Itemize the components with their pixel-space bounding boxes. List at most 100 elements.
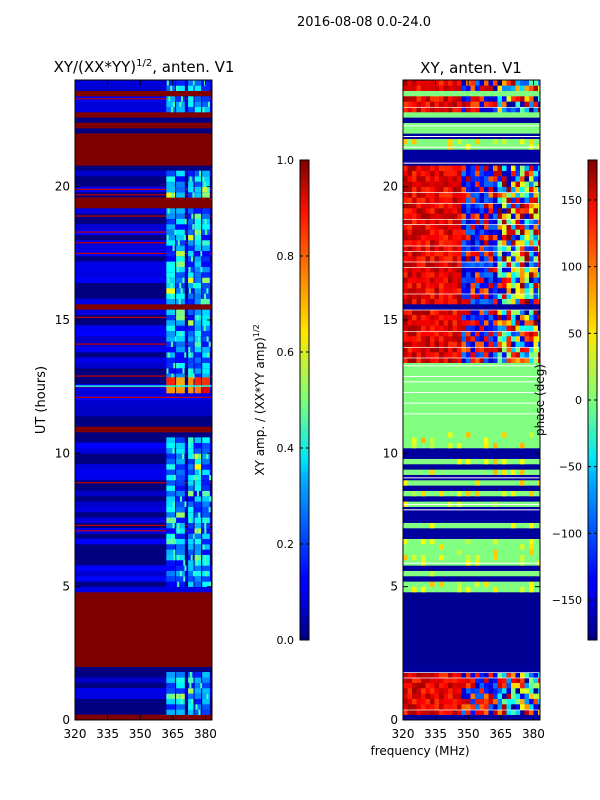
heatmap-cell	[461, 261, 467, 267]
heatmap-cell	[403, 234, 408, 241]
heatmap-cell	[425, 320, 431, 326]
heatmap-cell	[493, 229, 498, 235]
heatmap-cell	[488, 250, 494, 257]
heatmap-cell	[407, 106, 413, 113]
heatmap-cell	[475, 346, 480, 353]
heatmap-cell	[194, 288, 202, 294]
heatmap-cell	[452, 672, 458, 678]
heatmap-cell	[475, 80, 480, 86]
heatmap-cell	[421, 693, 426, 699]
heatmap-cell	[497, 186, 503, 193]
heatmap-cell	[403, 392, 540, 393]
heatmap-cell	[479, 213, 485, 219]
heatmap-cell	[75, 325, 212, 331]
heatmap-cell	[194, 385, 202, 394]
heatmap-cell	[176, 565, 185, 571]
heatmap-cell	[75, 343, 212, 345]
heatmap-cell	[425, 106, 431, 113]
heatmap-cell	[194, 80, 202, 86]
heatmap-cell	[524, 330, 530, 337]
heatmap-cell	[407, 101, 413, 107]
heatmap-cell	[520, 208, 525, 214]
heatmap-cell	[493, 709, 498, 715]
heatmap-cell	[425, 202, 431, 209]
heatmap-cell	[430, 682, 435, 689]
heatmap-cell	[488, 314, 494, 321]
heatmap-cell	[407, 309, 413, 315]
heatmap-cell	[470, 672, 476, 678]
heatmap-cell	[166, 458, 176, 465]
heatmap-cell	[443, 672, 449, 678]
heatmap-cell	[448, 224, 453, 230]
heatmap-cell	[434, 352, 440, 358]
heatmap-cell	[425, 80, 431, 86]
heatmap-cell	[520, 314, 525, 321]
heatmap-cell	[75, 506, 212, 513]
heatmap-cell	[448, 197, 453, 203]
heatmap-cell	[520, 165, 525, 171]
heatmap-cell	[188, 357, 194, 363]
heatmap-cell	[412, 682, 417, 689]
heatmap-cell	[493, 672, 498, 678]
heatmap-cell	[524, 176, 530, 182]
heatmap-cell	[470, 101, 476, 107]
heatmap-cell	[529, 245, 534, 251]
heatmap-cell	[466, 85, 471, 91]
heatmap-cell	[174, 229, 177, 235]
heatmap-cell	[403, 402, 540, 404]
heatmap-cell	[204, 554, 207, 561]
heatmap-cell	[194, 309, 202, 315]
heatmap-cell	[188, 85, 194, 91]
heatmap-cell	[166, 277, 176, 283]
heatmap-cell	[403, 245, 540, 247]
heatmap-cell	[520, 224, 525, 230]
heatmap-cell	[520, 554, 525, 561]
heatmap-cell	[208, 101, 211, 107]
heatmap-cell	[75, 245, 212, 251]
heatmap-cell	[470, 192, 476, 198]
heatmap-cell	[493, 256, 498, 262]
heatmap-cell	[457, 325, 462, 331]
heatmap-cell	[434, 181, 440, 187]
heatmap-cell	[511, 682, 516, 689]
heatmap-cell	[439, 554, 444, 561]
heatmap-cell	[493, 325, 498, 331]
heatmap-cell	[434, 314, 440, 321]
heatmap-cell	[416, 85, 422, 91]
heatmap-cell	[497, 181, 503, 187]
heatmap-cell	[488, 181, 494, 187]
heatmap-cell	[166, 565, 176, 571]
heatmap-cell	[203, 325, 206, 331]
colorbar-tick-label: 150	[561, 194, 582, 207]
heatmap-cell	[416, 272, 422, 278]
heatmap-cell	[538, 229, 540, 235]
heatmap-cell	[173, 554, 176, 561]
heatmap-cell	[443, 256, 449, 262]
heatmap-cell	[466, 298, 471, 305]
heatmap-cell	[484, 298, 489, 305]
heatmap-cell	[421, 266, 426, 273]
heatmap-cell	[439, 325, 444, 331]
heatmap-cell	[443, 309, 449, 315]
heatmap-cell	[506, 106, 512, 113]
heatmap-cell	[430, 693, 435, 699]
heatmap-cell	[493, 586, 498, 593]
heatmap-cell	[524, 277, 530, 283]
heatmap-cell	[439, 288, 444, 294]
heatmap-cell	[533, 357, 539, 363]
heatmap-cell	[425, 693, 431, 699]
heatmap-cell	[192, 224, 195, 230]
heatmap-cell	[533, 298, 539, 305]
heatmap-cell	[403, 96, 408, 102]
heatmap-cell	[403, 202, 540, 204]
heatmap-cell	[407, 181, 413, 187]
heatmap-cell	[407, 234, 413, 241]
heatmap-cell	[466, 432, 471, 438]
heatmap-cell	[461, 96, 467, 102]
heatmap-cell	[538, 704, 540, 710]
heatmap-cell	[166, 288, 176, 294]
heatmap-cell	[475, 709, 480, 715]
heatmap-cell	[188, 512, 194, 518]
heatmap-cell	[461, 240, 467, 246]
heatmap-cell	[416, 101, 422, 107]
